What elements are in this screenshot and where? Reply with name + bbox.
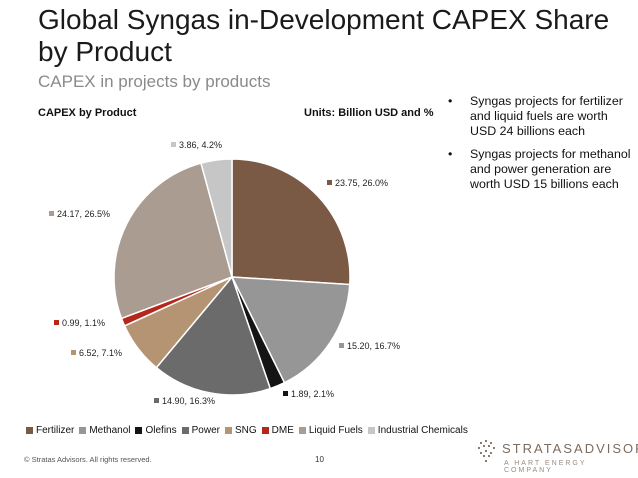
legend-item: DME bbox=[261, 425, 294, 436]
page-title: Global Syngas in-Development CAPEX Share… bbox=[38, 4, 610, 67]
legend-label: SNG bbox=[234, 425, 257, 436]
company-logo: STRATASADVISORS A HART ENERGY COMPANY bbox=[478, 438, 638, 474]
data-label: 1.89, 2.1% bbox=[291, 389, 334, 399]
page-subtitle: CAPEX in projects by products bbox=[38, 72, 271, 91]
legend-label: Olefins bbox=[145, 425, 177, 436]
legend-label: Methanol bbox=[89, 425, 131, 436]
data-label-key bbox=[171, 142, 176, 147]
data-label-key bbox=[49, 211, 54, 216]
data-label: 23.75, 26.0% bbox=[335, 178, 388, 188]
pie-slice-methanol bbox=[230, 276, 351, 384]
page-number: 10 bbox=[315, 455, 324, 464]
data-label: 3.86, 4.2% bbox=[179, 140, 222, 150]
legend-item: Power bbox=[181, 425, 220, 436]
legend-item: SNG bbox=[224, 425, 257, 436]
pie-slice-industrial-chemicals bbox=[200, 158, 233, 278]
bullet-icon: • bbox=[448, 94, 453, 108]
logo-tagline: A HART ENERGY COMPANY bbox=[504, 460, 587, 474]
legend-label: Power bbox=[191, 425, 220, 436]
units-label: Units: Billion USD and % bbox=[304, 107, 434, 119]
legend-swatch bbox=[181, 427, 189, 434]
data-label-key bbox=[283, 391, 288, 396]
chart-panel-title: CAPEX by Product bbox=[38, 107, 137, 119]
legend-swatch bbox=[224, 427, 232, 434]
legend-item: Methanol bbox=[79, 425, 130, 436]
legend-swatch bbox=[135, 427, 143, 434]
note-text: Syngas projects for methanol and power g… bbox=[470, 147, 631, 191]
legend-swatch bbox=[261, 427, 269, 434]
data-label: 0.99, 1.1% bbox=[62, 318, 105, 328]
legend-swatch bbox=[298, 427, 306, 434]
legend-label: Liquid Fuels bbox=[308, 425, 363, 436]
data-label-key bbox=[327, 180, 332, 185]
legend-label: Industrial Chemicals bbox=[377, 425, 468, 436]
legend-item: Fertilizer bbox=[26, 425, 74, 436]
pie-slice-fertilizer bbox=[231, 158, 351, 286]
legend-swatch bbox=[367, 427, 375, 434]
data-label: 15.20, 16.7% bbox=[347, 341, 400, 351]
data-label-key bbox=[54, 320, 59, 325]
data-label-key bbox=[339, 343, 344, 348]
key-notes: • Syngas projects for fertilizer and liq… bbox=[446, 94, 634, 200]
legend-swatch bbox=[26, 427, 33, 434]
data-label-key bbox=[154, 398, 159, 403]
legend-item: Industrial Chemicals bbox=[367, 425, 468, 436]
legend-swatch bbox=[79, 427, 87, 434]
copyright-text: © Stratas Advisors. All rights reserved. bbox=[24, 455, 152, 464]
pie-slice-power bbox=[155, 275, 272, 396]
logo-mark-icon bbox=[478, 440, 495, 462]
data-label-key bbox=[71, 350, 76, 355]
data-label: 6.52, 7.1% bbox=[79, 348, 122, 358]
bullet-icon: • bbox=[448, 147, 453, 161]
legend-label: Fertilizer bbox=[36, 425, 75, 436]
chart-legend: Fertilizer Methanol Olefins Power SNG DME Liqu… bbox=[26, 425, 468, 436]
legend-item: Liquid Fuels bbox=[298, 425, 363, 436]
note-item: • Syngas projects for fertilizer and liq… bbox=[446, 94, 634, 139]
legend-item: Olefins bbox=[135, 425, 177, 436]
note-item: • Syngas projects for methanol and power… bbox=[446, 147, 634, 192]
pie-slice-liquid-fuels bbox=[113, 162, 233, 320]
data-label: 24.17, 26.5% bbox=[57, 209, 110, 219]
note-text: Syngas projects for fertilizer and liqui… bbox=[470, 94, 623, 138]
legend-label: DME bbox=[271, 425, 294, 436]
logo-brand: STRATASADVISORS bbox=[502, 441, 638, 456]
data-label: 14.90, 16.3% bbox=[162, 396, 215, 406]
